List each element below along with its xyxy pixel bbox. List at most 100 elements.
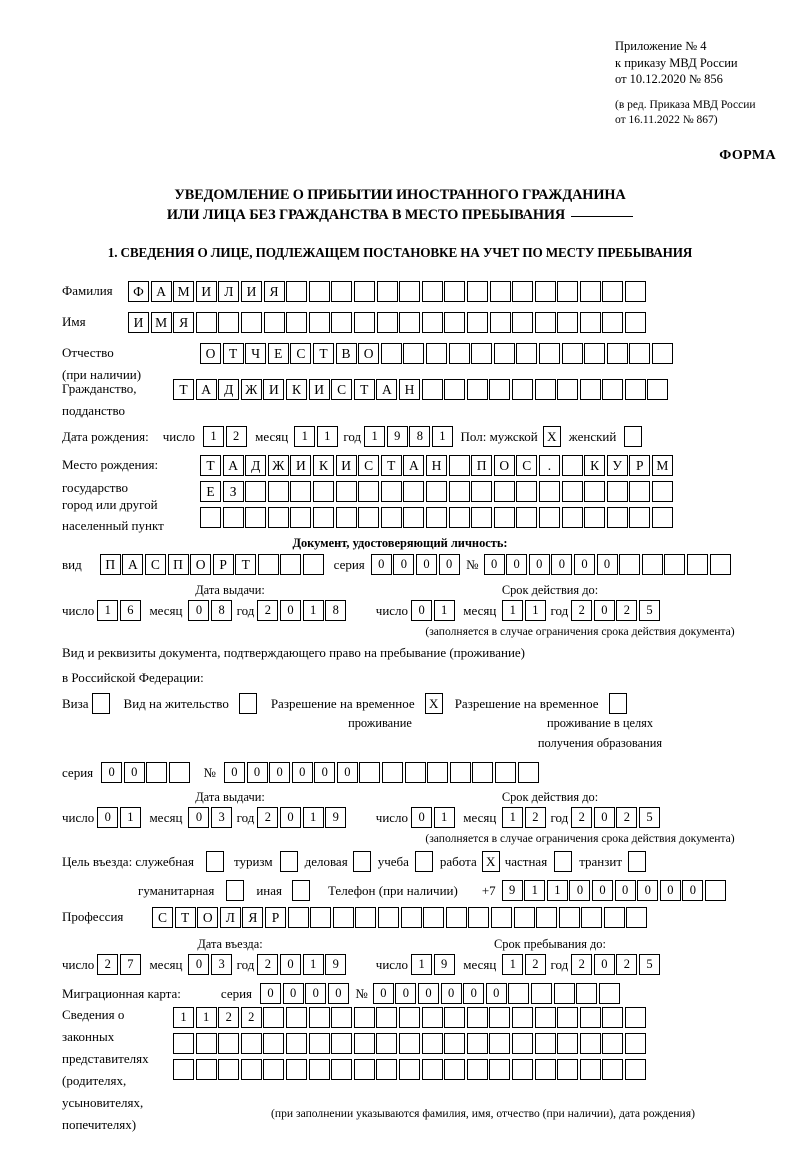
char-cell[interactable]: А	[376, 379, 398, 400]
char-cell[interactable]	[602, 312, 624, 333]
char-cell[interactable]	[490, 907, 512, 928]
char-cell[interactable]: О	[200, 343, 221, 364]
char-cell[interactable]: 0	[282, 983, 304, 1004]
char-cell[interactable]	[471, 343, 493, 364]
char-cell[interactable]: 1	[302, 600, 324, 621]
char-cell[interactable]	[399, 281, 421, 302]
char-cell[interactable]: С	[331, 379, 353, 400]
char-cell[interactable]: Д	[218, 379, 240, 400]
char-cell[interactable]: 0	[411, 807, 433, 828]
char-cell[interactable]: 0	[440, 983, 462, 1004]
char-cell[interactable]	[290, 481, 312, 502]
char-cell[interactable]: 2	[524, 954, 546, 975]
char-cell[interactable]	[489, 1007, 511, 1028]
char-cell[interactable]	[606, 343, 628, 364]
char-cell[interactable]	[624, 1059, 646, 1080]
char-cell[interactable]: О	[493, 455, 515, 476]
char-cell[interactable]: 0	[659, 880, 681, 901]
char-cell[interactable]: 0	[483, 554, 505, 575]
char-cell[interactable]	[245, 507, 267, 528]
char-cell[interactable]: 0	[411, 600, 433, 621]
char-cell[interactable]	[312, 481, 334, 502]
char-cell[interactable]: Т	[380, 455, 402, 476]
char-cell[interactable]: 0	[395, 983, 417, 1004]
char-cell[interactable]	[308, 1033, 330, 1054]
char-cell[interactable]	[584, 507, 606, 528]
char-cell[interactable]: Я	[263, 281, 285, 302]
char-cell[interactable]	[376, 312, 398, 333]
char-cell[interactable]: 1	[173, 1007, 194, 1028]
char-cell[interactable]: 9	[501, 880, 523, 901]
char-cell[interactable]	[489, 281, 511, 302]
char-cell[interactable]	[195, 312, 217, 333]
char-cell[interactable]	[530, 983, 552, 1004]
char-cell[interactable]: П	[99, 554, 121, 575]
char-cell[interactable]	[400, 907, 422, 928]
char-cell[interactable]: К	[312, 455, 334, 476]
char-cell[interactable]	[576, 983, 598, 1004]
purpose-humanitarian-checkbox[interactable]	[226, 880, 245, 901]
char-cell[interactable]: 0	[372, 983, 394, 1004]
char-cell[interactable]: Р	[264, 907, 286, 928]
representatives-cells-row2[interactable]	[173, 1033, 647, 1054]
char-cell[interactable]: 0	[593, 600, 615, 621]
char-cell[interactable]: 3	[211, 954, 233, 975]
char-cell[interactable]	[310, 907, 332, 928]
char-cell[interactable]: 0	[314, 762, 336, 783]
char-cell[interactable]	[534, 1059, 556, 1080]
char-cell[interactable]	[444, 1059, 466, 1080]
char-cell[interactable]: 0	[463, 983, 485, 1004]
char-cell[interactable]	[398, 1059, 420, 1080]
char-cell[interactable]: 7	[119, 954, 141, 975]
char-cell[interactable]: 0	[551, 554, 573, 575]
char-cell[interactable]: 1	[119, 807, 141, 828]
char-cell[interactable]: С	[152, 907, 173, 928]
char-cell[interactable]: 2	[616, 954, 638, 975]
char-cell[interactable]: 0	[291, 762, 313, 783]
char-cell[interactable]: 2	[218, 1007, 240, 1028]
char-cell[interactable]: А	[222, 455, 244, 476]
char-cell[interactable]: Т	[235, 554, 257, 575]
char-cell[interactable]: 0	[506, 554, 528, 575]
char-cell[interactable]	[286, 281, 308, 302]
char-cell[interactable]: 1	[302, 954, 324, 975]
char-cell[interactable]	[493, 343, 515, 364]
char-cell[interactable]	[382, 762, 404, 783]
temp-residence-checkbox[interactable]: X	[424, 693, 443, 714]
char-cell[interactable]	[399, 312, 421, 333]
char-cell[interactable]	[173, 1059, 194, 1080]
char-cell[interactable]	[493, 481, 515, 502]
char-cell[interactable]	[403, 507, 425, 528]
char-cell[interactable]: О	[190, 554, 212, 575]
char-cell[interactable]	[353, 312, 375, 333]
char-cell[interactable]: 8	[211, 600, 233, 621]
char-cell[interactable]: Ч	[245, 343, 267, 364]
char-cell[interactable]	[647, 379, 669, 400]
char-cell[interactable]	[398, 1007, 420, 1028]
char-cell[interactable]: И	[240, 281, 262, 302]
char-cell[interactable]	[376, 1033, 398, 1054]
char-cell[interactable]	[534, 281, 556, 302]
char-cell[interactable]	[312, 507, 334, 528]
char-cell[interactable]	[218, 1059, 240, 1080]
char-cell[interactable]	[335, 481, 357, 502]
char-cell[interactable]	[380, 507, 402, 528]
char-cell[interactable]	[619, 554, 641, 575]
char-cell[interactable]: 0	[593, 954, 615, 975]
sex-female-checkbox[interactable]	[624, 426, 643, 447]
char-cell[interactable]	[561, 507, 583, 528]
char-cell[interactable]: 0	[223, 762, 245, 783]
char-cell[interactable]	[625, 312, 647, 333]
char-cell[interactable]	[263, 1059, 285, 1080]
char-cell[interactable]: 0	[280, 807, 302, 828]
char-cell[interactable]	[427, 762, 449, 783]
char-cell[interactable]: Л	[219, 907, 241, 928]
char-cell[interactable]	[606, 481, 628, 502]
char-cell[interactable]	[444, 379, 466, 400]
char-cell[interactable]	[376, 1007, 398, 1028]
char-cell[interactable]	[287, 907, 309, 928]
char-cell[interactable]: 5	[639, 600, 660, 621]
